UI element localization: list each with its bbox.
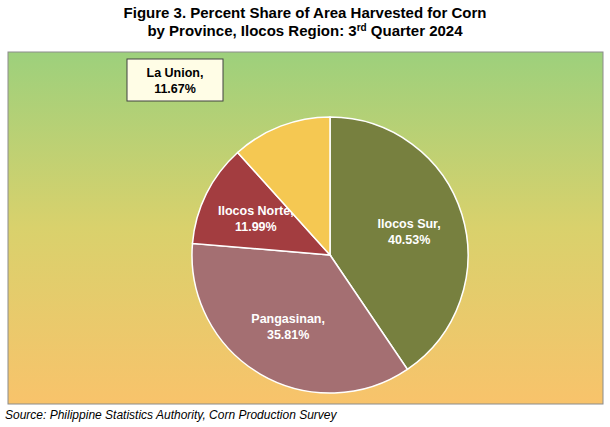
- slice-category-label: La Union,: [147, 66, 204, 80]
- source-note: Source: Philippine Statistics Authority,…: [5, 408, 337, 422]
- title-superscript: rd: [357, 22, 367, 33]
- slice-value-label: 35.81%: [267, 328, 309, 342]
- slice-value-label: 40.53%: [388, 233, 430, 247]
- chart-title: Figure 3. Percent Share of Area Harveste…: [124, 4, 487, 21]
- title-part: by Province, Ilocos Region: 3: [147, 22, 356, 39]
- slice-value-label: 11.99%: [235, 220, 277, 234]
- chart-title: by Province, Ilocos Region: 3rd Quarter …: [147, 22, 463, 39]
- callout-box: [127, 59, 223, 101]
- plot-area: [8, 52, 603, 404]
- chart-container: Figure 3. Percent Share of Area Harveste…: [0, 0, 610, 427]
- data-labels: Ilocos Sur, 40.53% Pangasinan, 35.81% Ilocos…: [127, 59, 441, 342]
- title-part: Quarter 2024: [367, 22, 464, 39]
- pie-slice: [192, 243, 407, 393]
- slice-category-label: Pangasinan,: [251, 312, 325, 326]
- slice-category-label: Ilocos Sur,: [378, 217, 441, 231]
- slice-value-label: 11.67%: [154, 82, 196, 96]
- slice-category-label: Ilocos Norte,: [218, 204, 294, 218]
- pie-slices: [192, 117, 468, 393]
- pie-slice: [238, 117, 330, 255]
- chart-svg: Figure 3. Percent Share of Area Harveste…: [0, 0, 610, 427]
